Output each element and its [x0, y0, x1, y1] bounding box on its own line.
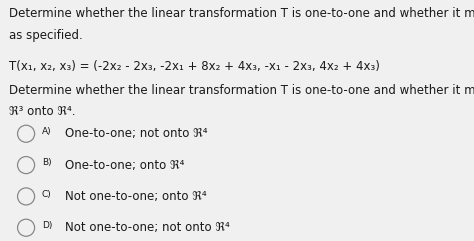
Text: Not one-to-one; not onto ℜ⁴: Not one-to-one; not onto ℜ⁴ [65, 221, 230, 234]
Text: A): A) [42, 127, 51, 136]
Text: One-to-one; not onto ℜ⁴: One-to-one; not onto ℜ⁴ [65, 127, 208, 140]
Text: Determine whether the linear transformation T is one-to-one and whether it maps: Determine whether the linear transformat… [9, 84, 474, 97]
Text: One-to-one; onto ℜ⁴: One-to-one; onto ℜ⁴ [65, 159, 185, 172]
Text: D): D) [42, 221, 52, 230]
Text: C): C) [42, 189, 52, 199]
Text: B): B) [42, 158, 51, 167]
Text: Determine whether the linear transformation T is one-to-one and whether it maps: Determine whether the linear transformat… [9, 7, 474, 20]
Text: ℜ³ onto ℜ⁴.: ℜ³ onto ℜ⁴. [9, 105, 76, 118]
Text: T(x₁, x₂, x₃) = (-2x₂ - 2x₃, -2x₁ + 8x₂ + 4x₃, -x₁ - 2x₃, 4x₂ + 4x₃): T(x₁, x₂, x₃) = (-2x₂ - 2x₃, -2x₁ + 8x₂ … [9, 60, 380, 73]
Text: Not one-to-one; onto ℜ⁴: Not one-to-one; onto ℜ⁴ [65, 190, 207, 203]
Text: as specified.: as specified. [9, 29, 83, 42]
